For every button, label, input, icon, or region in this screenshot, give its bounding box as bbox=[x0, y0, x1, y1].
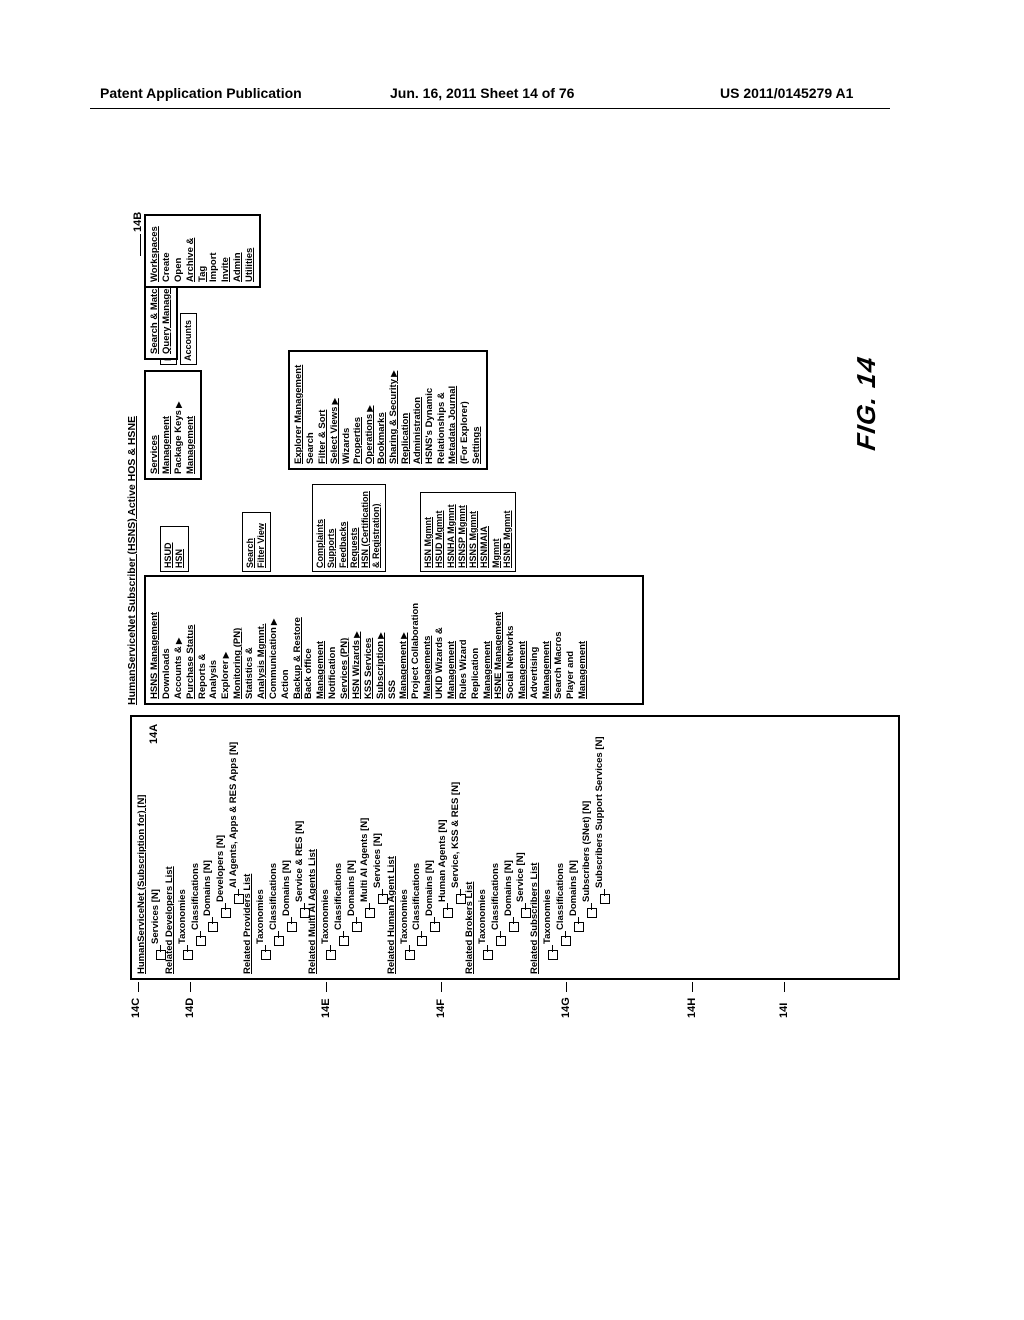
ref-14a: 14A bbox=[148, 724, 162, 744]
services-node: Services [N] bbox=[150, 721, 162, 960]
tree-root: HumanServiceNet (Subscription for) [N] bbox=[136, 721, 148, 974]
ref-14i: 14I bbox=[778, 1003, 792, 1018]
brokers-tree: Taxonomies Classifications Domains [N] S… bbox=[477, 721, 528, 960]
header-rule bbox=[90, 108, 890, 109]
ref-14h: 14H bbox=[686, 998, 700, 1018]
pub-number: US 2011/0145279 A1 bbox=[720, 85, 853, 101]
ref-14e: 14E bbox=[320, 998, 334, 1018]
ref-14f: 14F bbox=[435, 999, 449, 1018]
humanagent-section: Related Human Agent List bbox=[386, 721, 398, 974]
hsn-mgmnt-box: HSN Mgmnt HSUD Mgmnt HSNHA Mgmnt HSNSP M… bbox=[420, 492, 516, 572]
ref-14c: 14C bbox=[130, 998, 144, 1018]
pub-label: Patent Application Publication bbox=[100, 85, 302, 101]
ref-14d: 14D bbox=[184, 998, 198, 1018]
services-mgmt-panel: Services Management Package Keys Managem… bbox=[144, 370, 202, 480]
left-tree-panel: HumanServiceNet (Subscription for) [N] S… bbox=[130, 715, 900, 980]
providers-tree: Taxonomies Classifications Domains [N] S… bbox=[255, 721, 306, 960]
hsud-box: HSUD HSN bbox=[160, 526, 189, 572]
figure-rotated: 14C 14D 14E 14F 14G 14H 14I HumanService… bbox=[130, 210, 900, 980]
multiai-tree: Taxonomies Classifications Domains [N] M… bbox=[320, 721, 383, 960]
hsns-title: HumanServiceNet Subscriber (HSNS) Active… bbox=[126, 416, 139, 705]
complaints-box: Complaints Supports Feedbacks Requests H… bbox=[312, 484, 386, 572]
hsns-mgmt-title: HSNS Management bbox=[149, 581, 161, 699]
accounts-btn: Accounts bbox=[180, 313, 197, 365]
subscribers-tree: Taxonomies Classifications Domains [N] S… bbox=[542, 721, 605, 960]
brokers-section: Related Brokers List bbox=[464, 721, 476, 974]
ref-14g: 14G bbox=[560, 997, 574, 1018]
humanagent-tree: Taxonomies Classifications Domains [N] H… bbox=[399, 721, 462, 960]
multiai-section: Related Multi AI Agents List bbox=[307, 721, 319, 974]
explorer-mgmt-panel: Explorer Management Search Filter & Sort… bbox=[288, 350, 488, 470]
developers-tree: Taxonomies Classifications Domains [N] D… bbox=[177, 721, 240, 960]
date-sheet: Jun. 16, 2011 Sheet 14 of 76 bbox=[390, 85, 574, 101]
figure-label: FIG. 14 bbox=[850, 354, 883, 452]
subscribers-section: Related Subscribers List bbox=[529, 721, 541, 974]
search-filter-box: Search Filter View bbox=[242, 512, 271, 572]
hsns-mgmt-panel: HSNS Management Downloads Accounts & Pur… bbox=[144, 575, 644, 705]
developers-section: Related Developers List bbox=[164, 721, 176, 974]
workspaces-panel: Workspaces Create Open Archive & Tag Imp… bbox=[144, 214, 261, 288]
providers-section: Related Providers List bbox=[242, 721, 254, 974]
